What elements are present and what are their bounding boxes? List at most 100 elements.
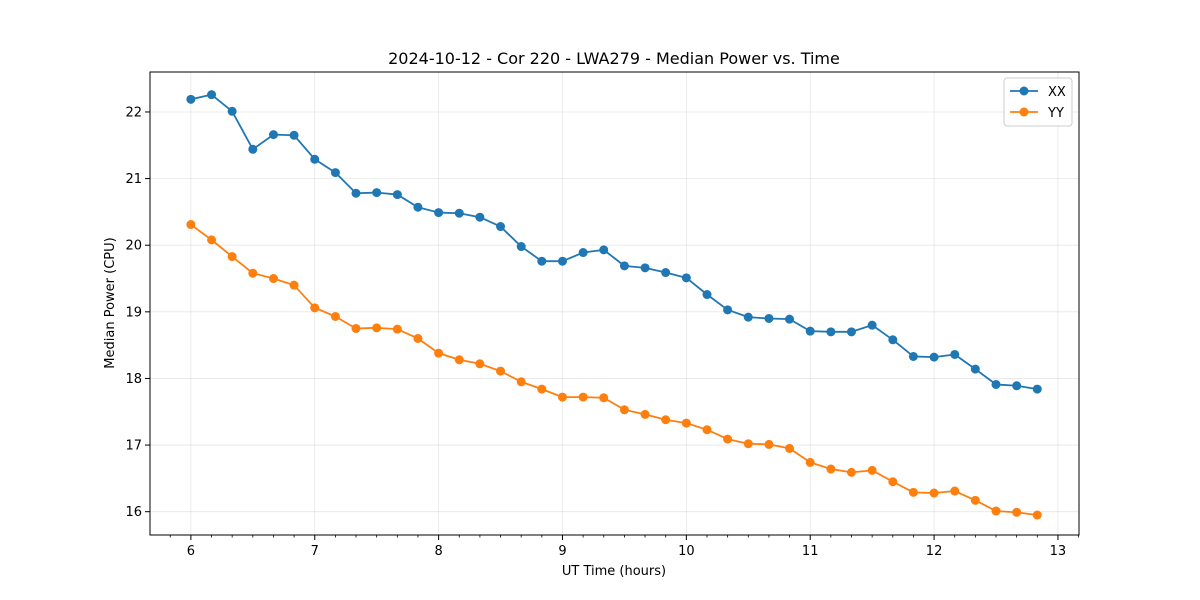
legend: XX YY <box>1003 77 1073 127</box>
data-point-xx <box>723 305 733 315</box>
x-axis-label: UT Time (hours) <box>562 564 666 579</box>
axis-ticks: 6 7 8 9 10 11 12 13 16 17 18 19 20 21 22 <box>125 105 1079 559</box>
data-point-xx <box>950 349 960 359</box>
data-point-yy <box>908 487 918 497</box>
data-point-yy <box>640 409 650 419</box>
data-point-xx <box>929 352 939 362</box>
data-point-xx <box>186 94 196 104</box>
data-point-yy <box>661 415 671 425</box>
data-point-yy <box>434 348 444 358</box>
data-point-xx <box>268 130 278 140</box>
data-point-yy <box>991 506 1001 516</box>
data-point-xx <box>1012 381 1022 391</box>
data-point-yy <box>867 465 877 475</box>
data-point-xx <box>640 263 650 273</box>
data-point-yy <box>496 366 506 376</box>
data-point-yy <box>268 274 278 284</box>
y-axis-label: Median Power (CPU) <box>103 237 118 368</box>
data-point-xx <box>351 188 361 198</box>
data-point-yy <box>578 392 588 402</box>
data-point-xx <box>475 212 485 222</box>
series-layer <box>186 90 1042 520</box>
data-point-yy <box>1032 510 1042 520</box>
data-point-yy <box>950 486 960 496</box>
y-tick-label: 17 <box>125 439 142 454</box>
data-point-yy <box>723 434 733 444</box>
legend-marker-xx <box>1019 86 1029 96</box>
x-tick-label: 10 <box>678 544 695 559</box>
data-point-yy <box>475 359 485 369</box>
data-point-yy <box>970 495 980 505</box>
data-point-yy <box>764 439 774 449</box>
data-point-yy <box>743 439 753 449</box>
data-point-yy <box>929 488 939 498</box>
data-point-xx <box>207 90 217 100</box>
data-point-yy <box>805 457 815 467</box>
data-point-yy <box>785 443 795 453</box>
data-point-yy <box>310 303 320 313</box>
data-point-xx <box>392 190 402 200</box>
data-point-xx <box>785 314 795 324</box>
plot-frame <box>149 71 1080 536</box>
data-point-xx <box>681 273 691 283</box>
data-point-yy <box>557 392 567 402</box>
data-point-xx <box>227 106 237 116</box>
data-point-yy <box>413 333 423 343</box>
series-line-xx <box>190 93 1038 390</box>
data-point-yy <box>681 418 691 428</box>
x-tick-label: 6 <box>187 544 195 559</box>
data-point-yy <box>454 355 464 365</box>
data-point-xx <box>413 202 423 212</box>
data-point-xx <box>537 256 547 266</box>
data-point-yy <box>351 323 361 333</box>
x-tick-label: 13 <box>1050 544 1067 559</box>
data-point-xx <box>908 351 918 361</box>
data-point-yy <box>846 467 856 477</box>
data-point-xx <box>434 208 444 218</box>
data-point-yy <box>888 477 898 487</box>
y-tick-label: 18 <box>125 372 142 387</box>
data-point-yy <box>826 464 836 474</box>
data-point-xx <box>289 130 299 140</box>
grid-lines <box>150 72 1079 535</box>
data-point-yy <box>392 324 402 334</box>
data-point-yy <box>248 268 258 278</box>
y-tick-label: 21 <box>125 172 142 187</box>
data-point-yy <box>516 377 526 387</box>
data-point-xx <box>496 222 506 232</box>
data-point-yy <box>702 425 712 435</box>
series-line-yy <box>190 223 1038 516</box>
data-point-yy <box>330 311 340 321</box>
data-point-xx <box>516 242 526 252</box>
data-point-yy <box>289 280 299 290</box>
data-point-xx <box>991 379 1001 389</box>
data-point-xx <box>867 320 877 330</box>
y-tick-label: 16 <box>125 505 142 520</box>
x-tick-label: 7 <box>311 544 319 559</box>
y-tick-label: 20 <box>125 239 142 254</box>
data-point-xx <box>1032 384 1042 394</box>
data-point-xx <box>805 326 815 336</box>
legend-label-xx: XX <box>1048 85 1066 100</box>
data-point-xx <box>970 364 980 374</box>
data-point-xx <box>888 335 898 345</box>
chart-title: 2024-10-12 - Cor 220 - LWA279 - Median P… <box>388 49 840 68</box>
data-point-yy <box>1012 507 1022 517</box>
data-point-xx <box>248 144 258 154</box>
data-point-xx <box>846 327 856 337</box>
data-point-yy <box>619 405 629 415</box>
data-point-xx <box>702 290 712 300</box>
x-tick-label: 12 <box>926 544 943 559</box>
legend-marker-yy <box>1019 107 1029 117</box>
x-tick-label: 9 <box>558 544 566 559</box>
data-point-xx <box>330 168 340 178</box>
data-point-xx <box>310 154 320 164</box>
legend-label-yy: YY <box>1047 106 1064 121</box>
x-tick-label: 8 <box>434 544 442 559</box>
data-point-xx <box>578 248 588 258</box>
data-point-xx <box>599 245 609 255</box>
y-tick-label: 22 <box>125 105 142 120</box>
x-tick-label: 11 <box>802 544 819 559</box>
data-point-xx <box>743 312 753 322</box>
